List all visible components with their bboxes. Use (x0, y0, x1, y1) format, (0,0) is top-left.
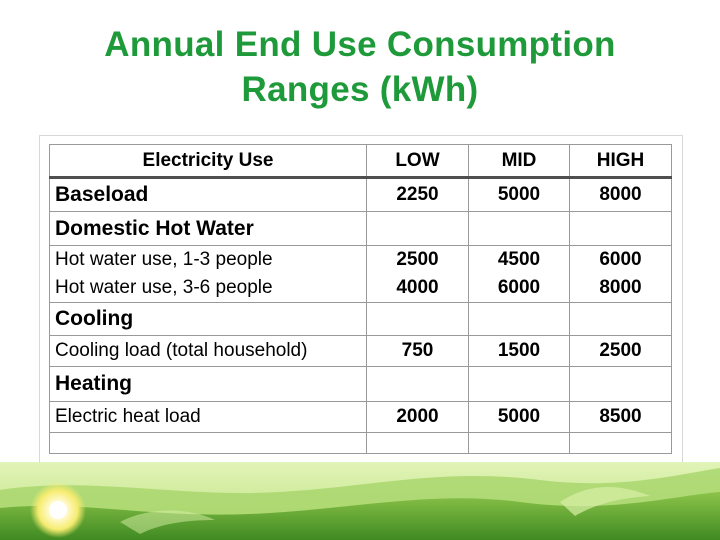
header-mid: MID (468, 144, 570, 179)
cell-mid: 5000 (468, 401, 570, 433)
hot-water-1-3-high: 6000 (599, 249, 642, 270)
grass-decoration (0, 462, 720, 540)
cell-low (366, 366, 469, 402)
table-row-cooling-load: Cooling load (total household) 750 1500 … (49, 335, 672, 367)
hot-water-1-3-low: 2500 (396, 249, 439, 270)
table-row-heating: Heating (49, 366, 672, 402)
cell-high (569, 366, 672, 402)
hot-water-1-3-mid: 4500 (497, 249, 541, 270)
row-label: Hot water use, 1-3 people Hot water use,… (49, 245, 367, 303)
table-panel: Electricity Use LOW MID HIGH Baseload 22… (40, 136, 682, 468)
table-row-hot-water-use: Hot water use, 1-3 people Hot water use,… (49, 245, 672, 303)
row-label: Electric heat load (49, 401, 367, 433)
table-row-empty (49, 432, 672, 454)
title-line-2: Ranges (kWh) (241, 70, 479, 109)
table-row-baseload: Baseload 2250 5000 8000 (49, 177, 672, 212)
cell-low (366, 211, 469, 246)
hot-water-3-6-mid: 6000 (497, 277, 541, 298)
cell-mid: 5000 (468, 177, 570, 212)
empty-cell (569, 432, 672, 454)
empty-cell (468, 432, 570, 454)
cell-mid: 1500 (468, 335, 570, 367)
cell-high: 2500 (569, 335, 672, 367)
table-header-row: Electricity Use LOW MID HIGH (49, 144, 672, 179)
consumption-table: Electricity Use LOW MID HIGH Baseload 22… (49, 144, 672, 454)
cell-mid (468, 366, 570, 402)
leaf-shape-right (560, 486, 650, 516)
cell-mid: 4500 6000 (468, 245, 570, 303)
title-line-1: Annual End Use Consumption (104, 25, 616, 64)
cell-low: 2250 (366, 177, 469, 212)
cell-high (569, 302, 672, 336)
hot-water-3-6-high: 8000 (599, 277, 642, 298)
cell-low (366, 302, 469, 336)
row-label: Cooling (49, 302, 367, 336)
cell-high: 6000 8000 (569, 245, 672, 303)
hot-water-1-3-label: Hot water use, 1-3 people (55, 249, 273, 270)
cell-low: 2000 (366, 401, 469, 433)
cell-high: 8000 (569, 177, 672, 212)
row-label: Baseload (49, 177, 367, 212)
cell-mid (468, 302, 570, 336)
table-row-domestic-hot-water: Domestic Hot Water (49, 211, 672, 246)
cell-mid (468, 211, 570, 246)
empty-cell (366, 432, 469, 454)
slide-title: Annual End Use Consumption Ranges (kWh) (0, 22, 720, 112)
table-row-cooling: Cooling (49, 302, 672, 336)
cell-high: 8500 (569, 401, 672, 433)
header-low: LOW (366, 144, 469, 179)
row-label: Heating (49, 366, 367, 402)
empty-cell (49, 432, 367, 454)
hot-water-3-6-label: Hot water use, 3-6 people (55, 277, 273, 298)
table-row-electric-heat-load: Electric heat load 2000 5000 8500 (49, 401, 672, 433)
cell-low: 2500 4000 (366, 245, 469, 303)
grass-wave-front (0, 492, 720, 540)
hot-water-3-6-low: 4000 (396, 277, 439, 298)
header-high: HIGH (569, 144, 672, 179)
sun-core (49, 501, 67, 519)
leaf-shape-left (120, 510, 215, 534)
row-label: Domestic Hot Water (49, 211, 367, 246)
header-electricity-use: Electricity Use (49, 144, 367, 179)
cell-high (569, 211, 672, 246)
row-label: Cooling load (total household) (49, 335, 367, 367)
cell-low: 750 (366, 335, 469, 367)
